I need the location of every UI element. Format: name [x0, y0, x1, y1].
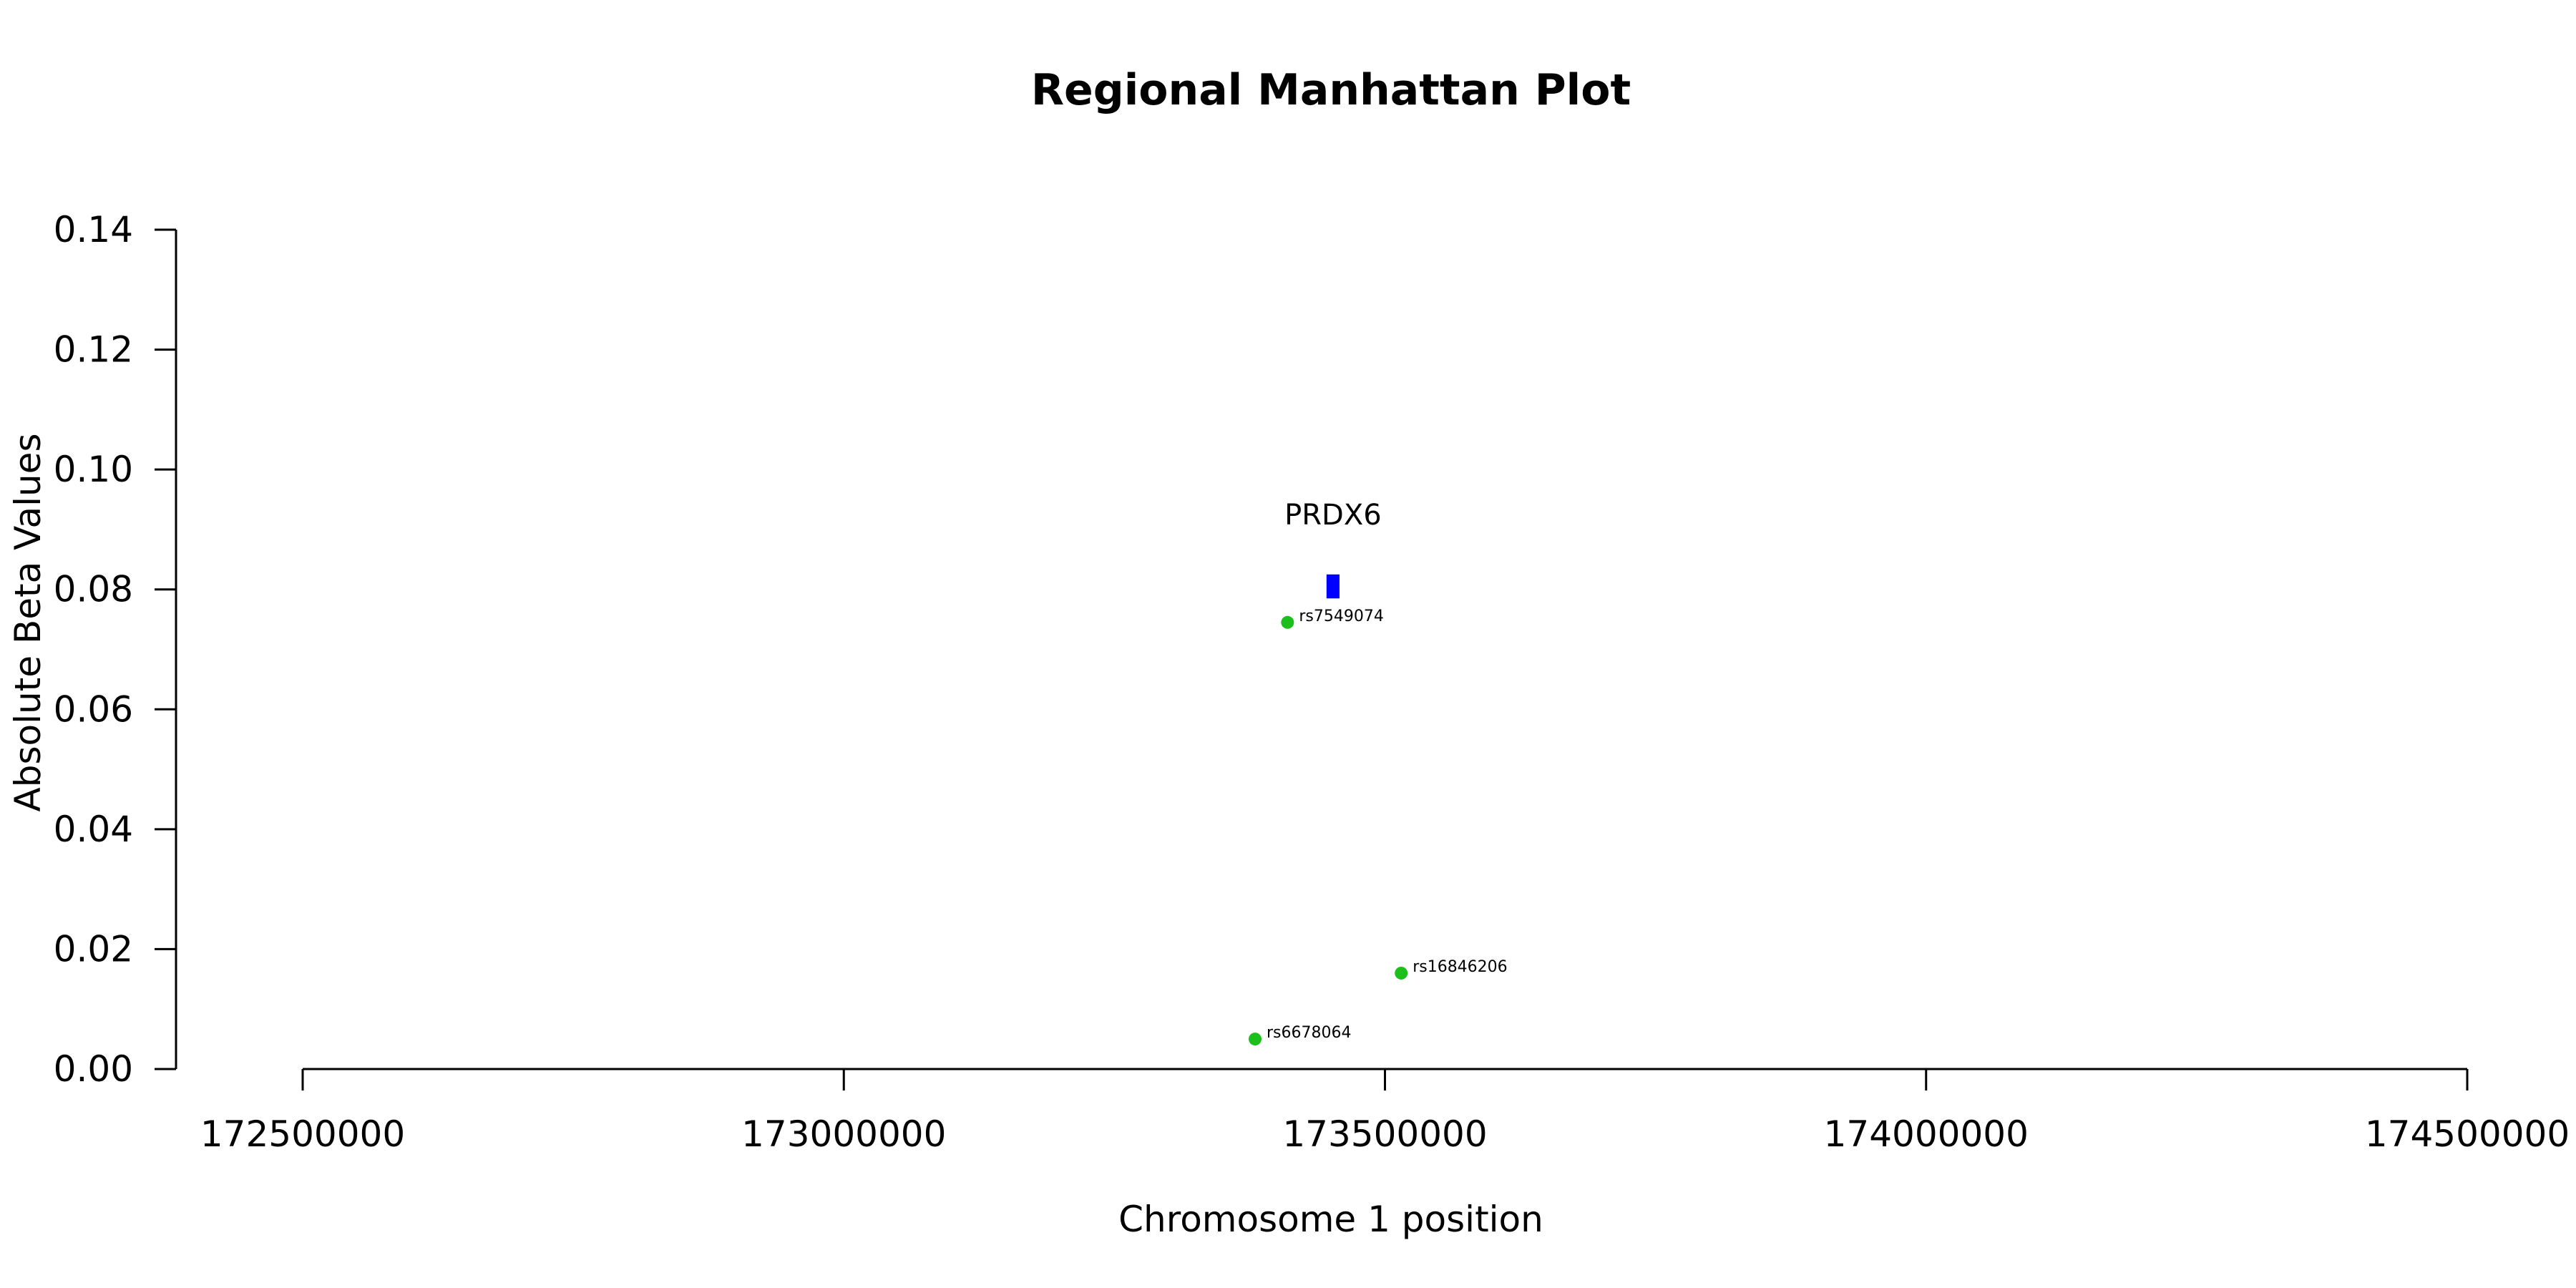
gene-label: PRDX6	[1284, 499, 1382, 532]
x-tick-label: 174000000	[1824, 1113, 2029, 1155]
y-axis: 0.00 0.02 0.04 0.06 0.08 0.10 0.12 0.14	[54, 209, 177, 1090]
y-tick-label: 0.12	[54, 329, 133, 371]
snp-point	[1249, 1033, 1262, 1046]
y-tick-label: 0.14	[54, 209, 133, 250]
snp-points-layer: rs7549074 rs16846206 rs6678064	[1249, 608, 1508, 1046]
chart-title: Regional Manhattan Plot	[1031, 65, 1631, 115]
y-tick-label: 0.02	[54, 928, 133, 970]
x-axis: 172500000 173000000 173500000 174000000 1745…	[200, 1068, 2570, 1155]
x-tick-label: 173500000	[1282, 1113, 1487, 1155]
snp-point	[1395, 966, 1408, 980]
x-tick-label: 174500000	[2365, 1113, 2570, 1155]
y-tick-label: 0.00	[54, 1048, 133, 1090]
snp-label: rs16846206	[1413, 958, 1507, 976]
snp-label: rs7549074	[1299, 608, 1384, 625]
y-tick-label: 0.04	[54, 809, 133, 850]
snp-point	[1281, 615, 1294, 629]
x-tick-label: 172500000	[200, 1113, 405, 1155]
snp-label: rs6678064	[1267, 1024, 1352, 1042]
y-axis-label: Absolute Beta Values	[7, 434, 49, 812]
x-axis-label: Chromosome 1 position	[1118, 1199, 1543, 1240]
gene-layer: PRDX6	[1284, 499, 1382, 599]
gene-marker	[1326, 574, 1340, 599]
y-tick-label: 0.08	[54, 569, 133, 610]
y-tick-label: 0.06	[54, 688, 133, 730]
x-tick-label: 173000000	[741, 1113, 946, 1155]
y-tick-label: 0.10	[54, 449, 133, 490]
